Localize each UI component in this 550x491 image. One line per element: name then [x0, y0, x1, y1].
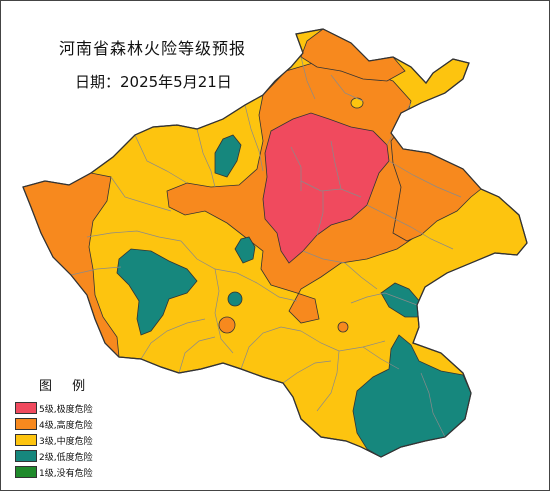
risk-zone-level5: [262, 112, 390, 264]
county-boundaries: [70, 56, 474, 438]
risk-zone-level2-center: [234, 236, 256, 264]
legend: 图 例 5级,极度危险 4级,高度危险 3级,中度危险 2级,低度危险 1级,没…: [15, 375, 135, 480]
risk-zone-level2-north: [214, 134, 242, 178]
legend-item-level5: 5级,极度危险: [15, 400, 135, 416]
legend-item-level2: 2级,低度危险: [15, 448, 135, 464]
map-date: 日期：2025年5月21日: [75, 73, 232, 91]
legend-swatch-level4: [15, 418, 37, 430]
risk-zone-level3-spot-in-red: [350, 97, 364, 109]
legend-label-level3: 3级,中度危险: [39, 436, 93, 447]
risk-zone-level2-west: [116, 248, 198, 336]
legend-title: 图 例: [39, 379, 94, 394]
legend-label-level4: 4级,高度危险: [39, 420, 93, 431]
legend-label-level2: 2级,低度危险: [39, 452, 93, 463]
risk-zone-level4-spot-b: [337, 321, 349, 333]
risk-zone-level2-spot-a: [227, 291, 243, 307]
legend-item-level1: 1级,没有危险: [15, 464, 135, 480]
legend-swatch-level5: [15, 402, 37, 414]
legend-label-level1: 1级,没有危险: [39, 468, 93, 479]
legend-swatch-level3: [15, 434, 37, 446]
legend-label-level5: 5级,极度危险: [39, 404, 93, 415]
map-title: 河南省森林火险等级预报: [59, 39, 247, 58]
legend-item-level4: 4级,高度危险: [15, 416, 135, 432]
legend-swatch-level2: [15, 450, 37, 462]
risk-zone-level4-spot-a: [218, 316, 236, 334]
province-border: [22, 28, 528, 458]
legend-swatch-level1: [15, 466, 37, 478]
legend-item-level3: 3级,中度危险: [15, 432, 135, 448]
